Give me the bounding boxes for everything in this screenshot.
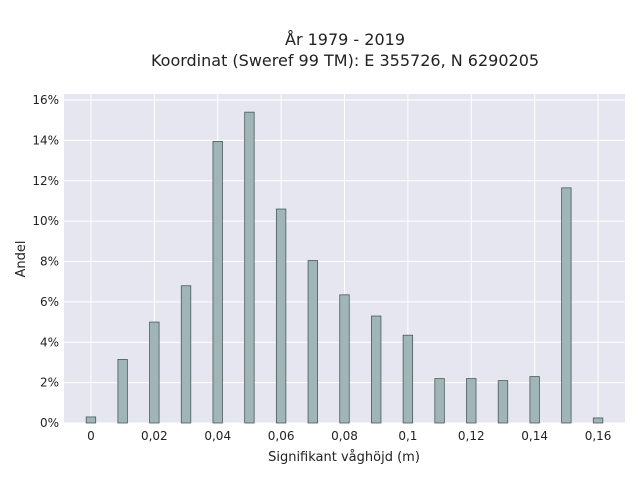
chart-title: År 1979 - 2019 (285, 30, 405, 49)
x-axis-label: Signifikant våghöjd (m) (268, 450, 420, 465)
histogram-bar (244, 111, 255, 424)
histogram-bar (434, 378, 445, 424)
y-axis-label: Andel (14, 241, 29, 278)
y-axis-ticks: 0% 2% 4% 6% 8% 10% 12% 14% 16% (32, 93, 59, 430)
x-tick-label: 0 (87, 429, 95, 443)
histogram-bar (339, 294, 350, 424)
histogram-bar (497, 380, 509, 424)
x-tick-label: 0,08 (331, 429, 358, 443)
y-tick-label: 6% (40, 295, 59, 309)
histogram-bar (371, 315, 382, 424)
histogram-bar (592, 417, 604, 424)
histogram-bar (529, 376, 540, 424)
histogram-bar (212, 141, 223, 424)
x-tick-label: 0,06 (268, 429, 295, 443)
x-tick-label: 0,02 (141, 429, 168, 443)
x-tick-label: 0,12 (458, 429, 485, 443)
histogram-bar (307, 260, 318, 424)
x-axis-ticks: 0 0,02 0,04 0,06 0,08 0,1 0,12 0,14 0,16 (87, 429, 611, 443)
x-tick-label: 0,14 (521, 429, 548, 443)
histogram-bar (402, 334, 414, 424)
y-tick-label: 10% (32, 214, 59, 228)
histogram-bar (117, 359, 128, 424)
chart-subtitle: Koordinat (Sweref 99 TM): E 355726, N 62… (151, 51, 539, 70)
y-tick-label: 2% (40, 376, 59, 390)
histogram-bar (85, 416, 97, 424)
x-tick-label: 0,04 (204, 429, 231, 443)
histogram-bar (149, 321, 160, 424)
histogram-bar (180, 285, 192, 424)
y-tick-label: 8% (40, 255, 59, 269)
x-tick-label: 0,1 (398, 429, 417, 443)
y-tick-label: 16% (32, 93, 59, 107)
y-tick-label: 14% (32, 133, 59, 147)
x-tick-label: 0,16 (585, 429, 612, 443)
histogram-bar (466, 378, 477, 424)
y-tick-label: 12% (32, 174, 59, 188)
bars (85, 111, 604, 424)
y-tick-label: 4% (40, 335, 59, 349)
y-tick-label: 0% (40, 416, 59, 430)
histogram-bar (275, 208, 287, 424)
histogram-bar (561, 187, 572, 424)
